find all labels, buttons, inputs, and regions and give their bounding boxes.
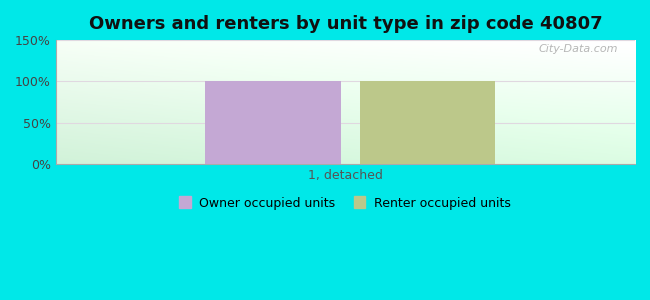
Legend: Owner occupied units, Renter occupied units: Owner occupied units, Renter occupied un… (179, 197, 512, 210)
Title: Owners and renters by unit type in zip code 40807: Owners and renters by unit type in zip c… (88, 15, 602, 33)
Bar (205, 82, 341, 164)
Text: City-Data.com: City-Data.com (538, 44, 617, 54)
Bar (360, 82, 495, 164)
